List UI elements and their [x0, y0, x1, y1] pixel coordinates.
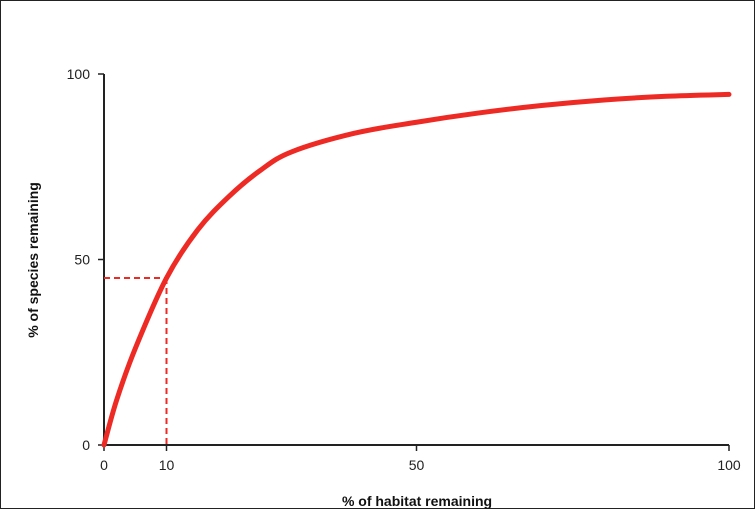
- y-axis-ticks: 0 50 100: [67, 66, 104, 453]
- x-tick-label: 0: [100, 457, 108, 473]
- y-tick-label: 50: [74, 252, 90, 268]
- x-tick-label: 100: [717, 457, 741, 473]
- x-tick-label: 10: [159, 457, 175, 473]
- x-axis-ticks: 0 10 50 100: [100, 445, 741, 473]
- y-axis-title: % of species remaining: [25, 182, 41, 338]
- y-tick-label: 0: [82, 437, 90, 453]
- dashed-guides: [104, 277, 168, 445]
- species-curve: [101, 91, 732, 448]
- x-tick-label: 50: [409, 457, 425, 473]
- y-tick-label: 100: [67, 66, 91, 82]
- x-axis-title: % of habitat remaining: [342, 493, 492, 509]
